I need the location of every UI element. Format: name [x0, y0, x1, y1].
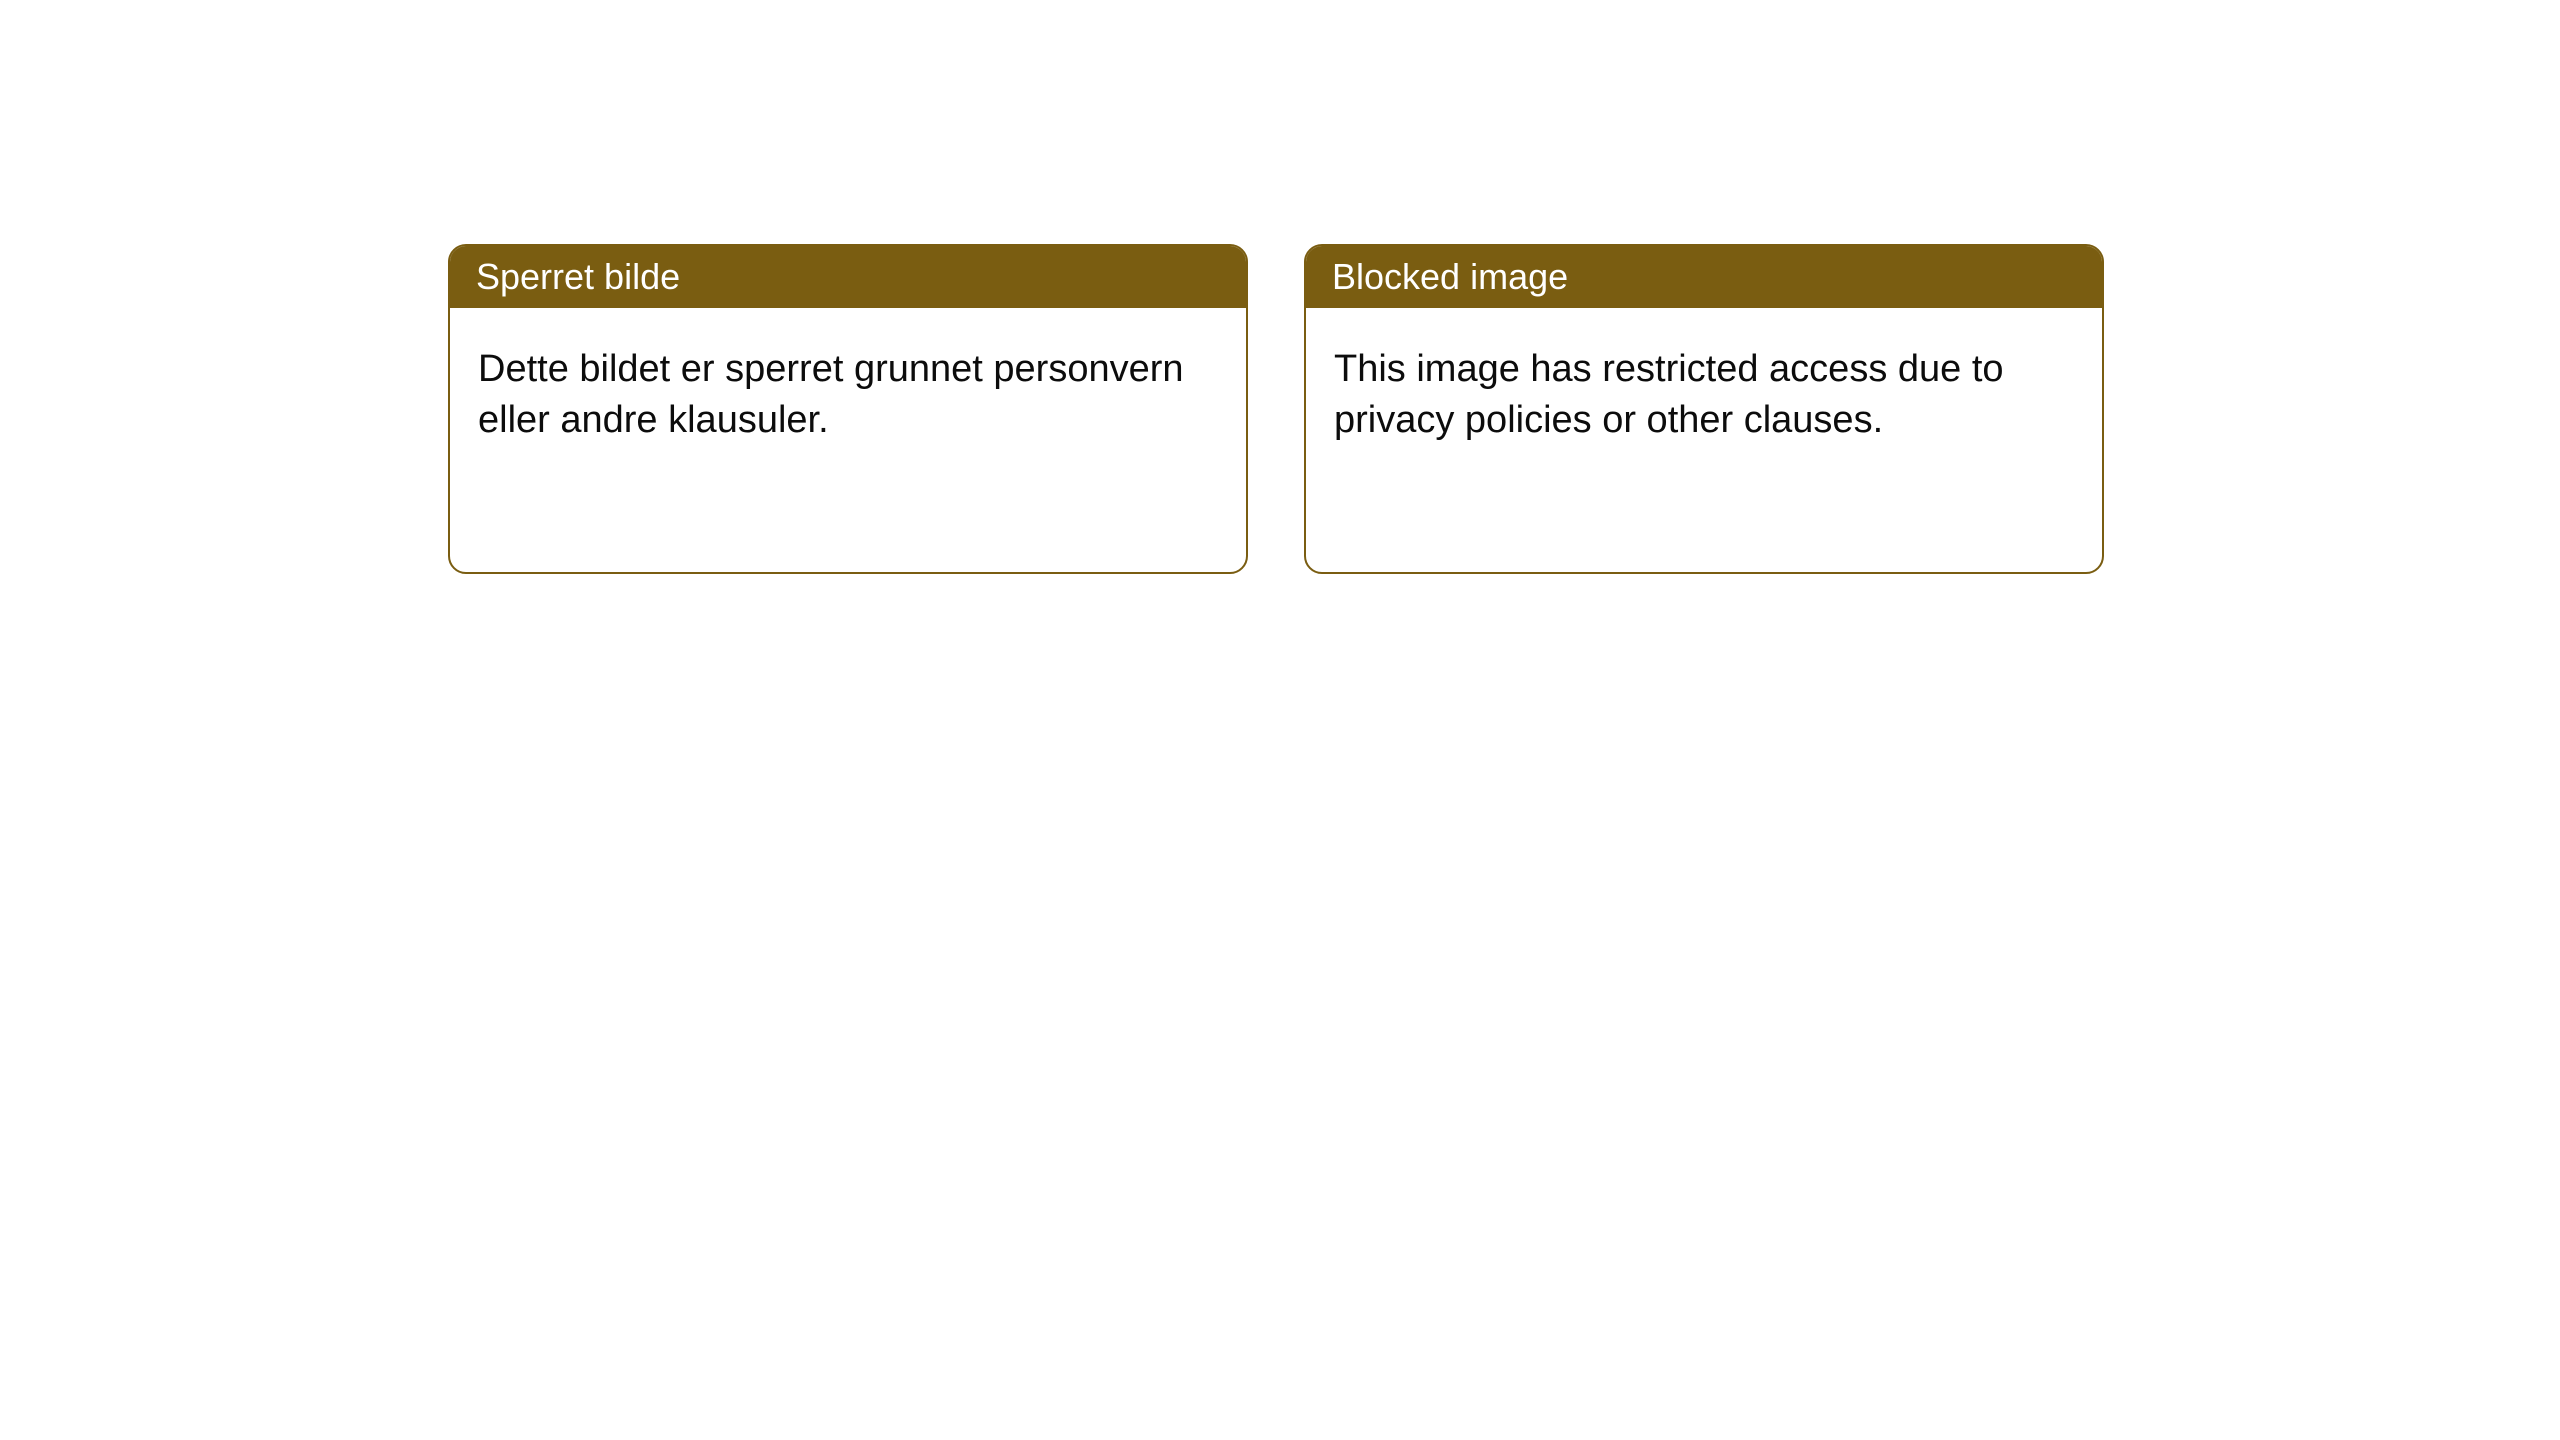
- notice-body-text-en: This image has restricted access due to …: [1334, 348, 2004, 441]
- notice-title-no: Sperret bilde: [476, 256, 680, 297]
- notice-body-en: This image has restricted access due to …: [1306, 308, 2102, 483]
- notice-title-en: Blocked image: [1332, 256, 1568, 297]
- notice-card-no: Sperret bilde Dette bildet er sperret gr…: [448, 244, 1248, 574]
- notice-container: Sperret bilde Dette bildet er sperret gr…: [0, 0, 2560, 574]
- notice-card-en: Blocked image This image has restricted …: [1304, 244, 2104, 574]
- notice-body-no: Dette bildet er sperret grunnet personve…: [450, 308, 1246, 483]
- notice-body-text-no: Dette bildet er sperret grunnet personve…: [478, 348, 1184, 441]
- notice-header-no: Sperret bilde: [450, 246, 1246, 308]
- notice-header-en: Blocked image: [1306, 246, 2102, 308]
